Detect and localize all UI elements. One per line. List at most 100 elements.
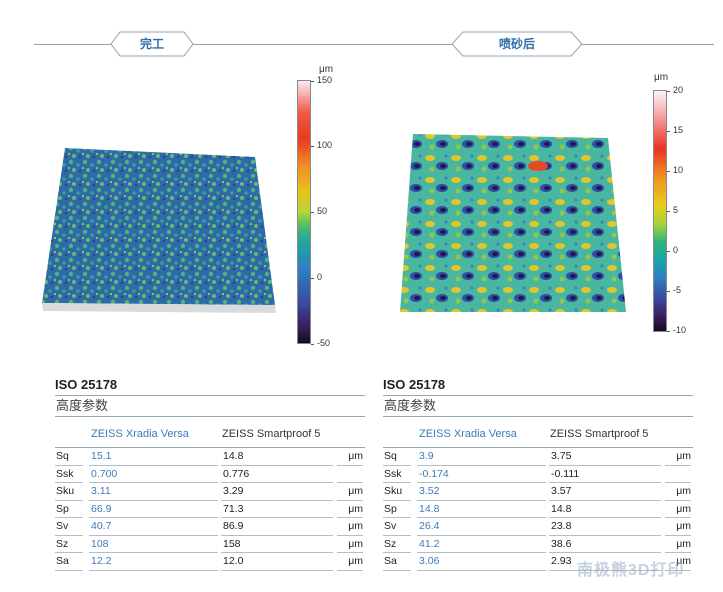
col-xradia-header: ZEISS Xradia Versa <box>91 428 189 440</box>
xradia-value: 3.11 <box>89 483 218 501</box>
param-name: Ssk <box>55 466 83 483</box>
standard-title: ISO 25178 <box>55 377 118 392</box>
scale-tick: -10 <box>666 325 687 335</box>
smartproof-value: 23.8 <box>549 518 661 536</box>
smartproof-value: 38.6 <box>549 536 661 553</box>
xradia-value: 15.1 <box>89 448 218 466</box>
smartproof-value: 14.8 <box>549 501 661 518</box>
param-name: Sq <box>55 448 83 466</box>
unit: μm <box>665 448 691 466</box>
xradia-value: 108 <box>89 536 218 553</box>
scale-tick: 100 <box>310 140 333 150</box>
table-subtitle: 高度参数 <box>383 395 693 417</box>
param-name: Sz <box>383 536 411 553</box>
scale-tick: 10 <box>666 165 684 175</box>
param-name: Sku <box>383 483 411 501</box>
param-name: Sa <box>55 553 83 571</box>
tab-shape-right <box>451 31 583 57</box>
watermark: 南极熊3D打印 <box>577 562 685 579</box>
table-row: Sq 15.1 14.8 μm <box>55 448 365 466</box>
tab-sandblasted-label: 喷砂后 <box>498 37 535 51</box>
scale-unit: μm <box>319 64 334 75</box>
scale-tick: 5 <box>666 205 679 215</box>
scale-tick: 0 <box>310 272 323 282</box>
unit: μm <box>665 536 691 553</box>
table-row: Sku 3.52 3.57 μm <box>383 483 693 501</box>
table-row: Sq 3.9 3.75 μm <box>383 448 693 466</box>
unit: μm <box>337 448 363 466</box>
color-scale-finished: μm 150 100 50 0 -50 <box>297 64 333 348</box>
unit: μm <box>665 553 691 571</box>
unit: μm <box>337 483 363 501</box>
smartproof-value: 0.776 <box>221 466 333 483</box>
table-row: Sp 14.8 14.8 μm <box>383 501 693 518</box>
scale-tick: -50 <box>310 338 331 348</box>
xradia-value: 14.8 <box>417 501 546 518</box>
table-row: Sa 12.2 12.0 μm <box>55 553 365 571</box>
col-xradia-header: ZEISS Xradia Versa <box>419 428 517 440</box>
smartproof-value: 2.93 <box>549 553 661 571</box>
unit: μm <box>665 483 691 501</box>
param-name: Sz <box>55 536 83 553</box>
unit <box>337 466 363 483</box>
unit: μm <box>337 536 363 553</box>
color-gradient-bar <box>653 90 667 332</box>
table-row: Sp 66.9 71.3 μm <box>55 501 365 518</box>
smartproof-value: 12.0 <box>221 553 333 571</box>
table-row: Sv 26.4 23.8 μm <box>383 518 693 536</box>
scale-unit: μm <box>654 72 669 83</box>
xradia-value: 0.700 <box>89 466 218 483</box>
param-name: Sq <box>383 448 411 466</box>
params-table-finished: ISO 25178 高度参数 ZEISS Xradia Versa ZEISS … <box>55 377 365 571</box>
table-row: Sa 3.06 2.93 μm <box>383 553 693 571</box>
xradia-value: 3.9 <box>417 448 546 466</box>
color-gradient-bar <box>297 80 311 344</box>
unit: μm <box>337 518 363 536</box>
smartproof-value: 158 <box>221 536 333 553</box>
header-rule <box>34 44 714 45</box>
param-name: Ssk <box>383 466 411 483</box>
scale-tick: 20 <box>666 85 684 95</box>
col-smartproof-header: ZEISS Smartproof 5 <box>550 428 649 440</box>
param-name: Sa <box>383 553 411 571</box>
unit: μm <box>337 553 363 571</box>
scale-tick: -5 <box>666 285 682 295</box>
xradia-value: 66.9 <box>89 501 218 518</box>
column-headers: ZEISS Xradia Versa ZEISS Smartproof 5 <box>55 417 365 448</box>
xradia-value: -0.174 <box>417 466 546 483</box>
table-row: Sz 108 158 μm <box>55 536 365 553</box>
scale-tick: 150 <box>310 75 333 85</box>
xradia-value: 3.52 <box>417 483 546 501</box>
scale-tick: 0 <box>666 245 679 255</box>
smartproof-value: -0.111 <box>549 466 661 483</box>
params-table-sandblasted: ISO 25178 高度参数 ZEISS Xradia Versa ZEISS … <box>383 377 693 571</box>
param-name: Sv <box>383 518 411 536</box>
smartproof-value: 3.75 <box>549 448 661 466</box>
scale-tick: 50 <box>310 206 328 216</box>
tab-sandblasted: 喷砂后 <box>451 31 583 57</box>
surface-render-finished <box>42 148 276 313</box>
param-name: Sv <box>55 518 83 536</box>
xradia-value: 41.2 <box>417 536 546 553</box>
smartproof-value: 3.29 <box>221 483 333 501</box>
smartproof-value: 86.9 <box>221 518 333 536</box>
color-scale-sandblasted: μm 20 15 10 5 0 -5 -10 <box>653 72 686 335</box>
tab-shape-left <box>110 31 194 57</box>
smartproof-value: 71.3 <box>221 501 333 518</box>
unit <box>665 466 691 483</box>
table-row: Sz 41.2 38.6 μm <box>383 536 693 553</box>
table-row: Ssk 0.700 0.776 <box>55 466 365 483</box>
xradia-value: 12.2 <box>89 553 218 571</box>
table-row: Ssk -0.174 -0.111 <box>383 466 693 483</box>
tab-finished-label: 完工 <box>139 37 164 51</box>
table-row: Sku 3.11 3.29 μm <box>55 483 365 501</box>
xradia-value: 40.7 <box>89 518 218 536</box>
unit: μm <box>337 501 363 518</box>
surface-render-sandblasted <box>400 134 626 312</box>
xradia-value: 3.06 <box>417 553 546 571</box>
smartproof-value: 3.57 <box>549 483 661 501</box>
xradia-value: 26.4 <box>417 518 546 536</box>
param-name: Sp <box>383 501 411 518</box>
col-smartproof-header: ZEISS Smartproof 5 <box>222 428 321 440</box>
smartproof-value: 14.8 <box>221 448 333 466</box>
